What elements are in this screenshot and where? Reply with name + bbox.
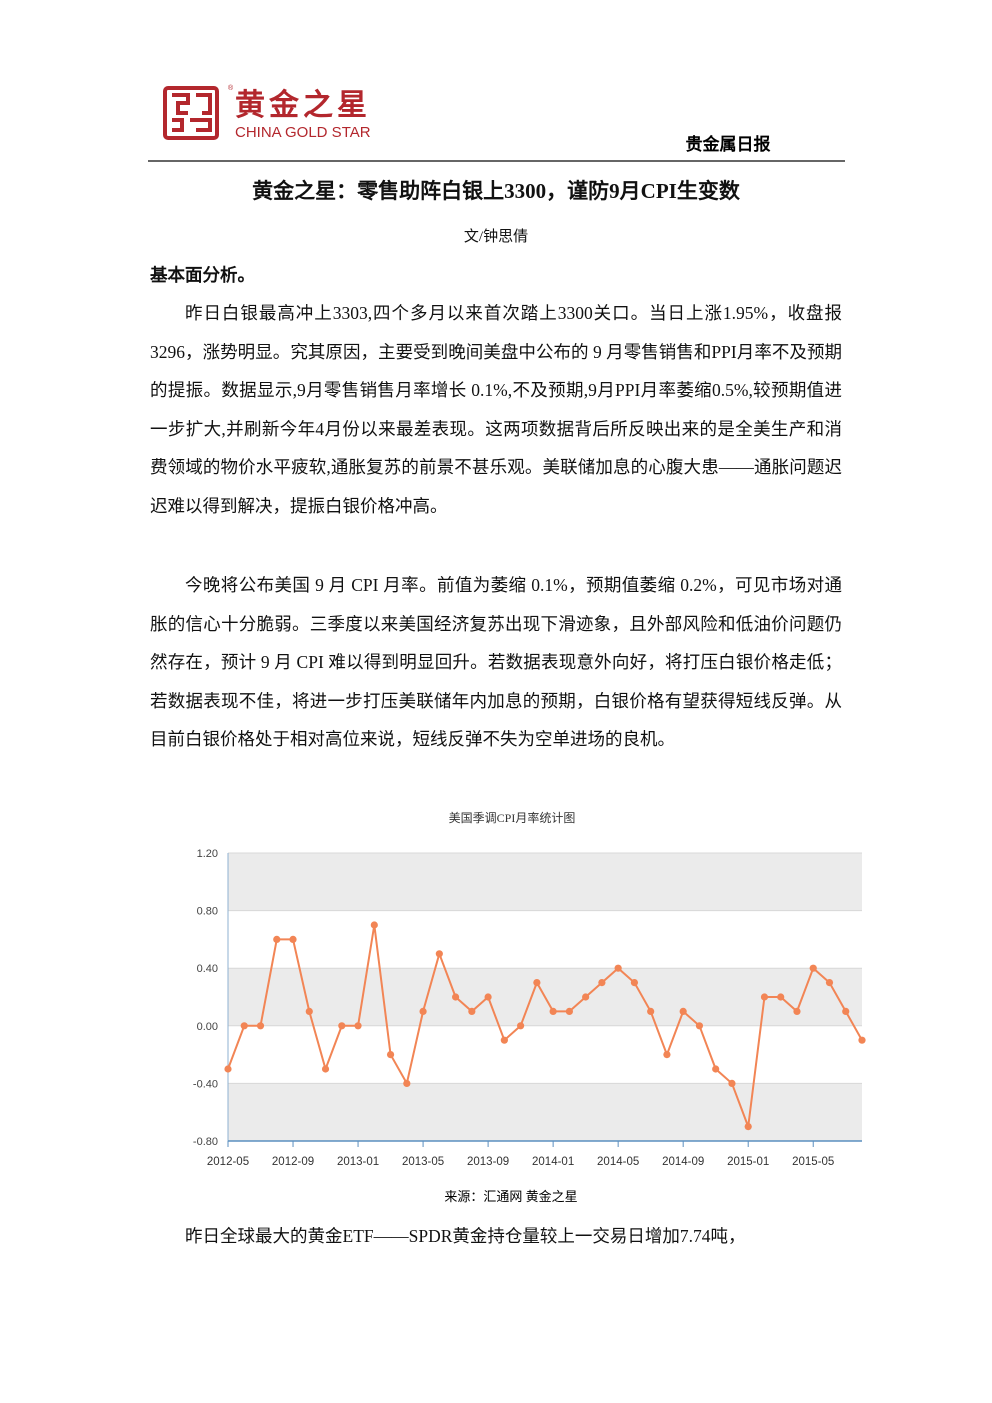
data-point	[533, 979, 541, 987]
data-point	[793, 1007, 801, 1016]
y-tick-label: -0.40	[193, 1078, 218, 1090]
x-tick-label: 2014-09	[662, 1156, 704, 1168]
data-point	[468, 1007, 476, 1016]
registered-mark: ®	[228, 84, 234, 92]
data-point	[825, 979, 834, 987]
data-line	[227, 924, 863, 1127]
author: 文/钟思倩	[463, 229, 529, 245]
data-point	[435, 950, 443, 958]
plot: -0.80 -0.40 0.00 0.40 0.80 1.20 2012-05 2012-09…	[193, 848, 866, 1168]
x-tick-label: 2014-05	[597, 1156, 639, 1168]
grid-band	[228, 1083, 862, 1141]
data-point	[712, 1065, 720, 1073]
data-point	[370, 921, 378, 929]
y-tick-label: 0.00	[197, 1021, 218, 1033]
paragraph: 昨日全球最大的黄金ETF——SPDR黄金持仓量较上一交易日增加7.74吨，	[185, 1226, 746, 1246]
data-point	[517, 1022, 525, 1030]
data-point	[614, 964, 622, 972]
data-point	[858, 1036, 866, 1044]
data-point	[224, 1065, 232, 1073]
brand-en: CHINA GOLD STAR	[235, 124, 371, 141]
data-point	[321, 1065, 330, 1073]
grid-band	[228, 853, 862, 911]
data-point	[500, 1036, 508, 1044]
report-type: 贵金属日报	[686, 134, 771, 154]
chart-title: 美国季调CPI月率统计图	[449, 810, 576, 825]
y-tick-label: 0.40	[197, 963, 218, 975]
data-point	[842, 1007, 850, 1016]
data-point	[419, 1007, 427, 1016]
brand-cn: 黄金之星	[235, 88, 371, 122]
data-point	[663, 1051, 671, 1059]
paragraph: 昨日白银最高冲上3303,四个多月以来首次踏上3300关口。当日上涨1.95%，…	[150, 303, 842, 516]
data-point	[256, 1022, 265, 1030]
data-point	[451, 993, 460, 1001]
data-point	[695, 1022, 704, 1030]
data-point	[240, 1022, 248, 1030]
paragraph: 今晚将公布美国 9 月 CPI 月率。前值为萎缩 0.1%，预期值萎缩 0.2%…	[150, 575, 842, 750]
data-point	[679, 1007, 687, 1016]
data-point	[582, 993, 590, 1001]
data-point	[338, 1022, 346, 1030]
logo	[163, 86, 219, 140]
x-tick-label: 2012-05	[207, 1156, 249, 1168]
x-tick-label: 2015-01	[727, 1156, 769, 1168]
data-point	[598, 979, 606, 987]
x-tick-label: 2012-09	[272, 1156, 314, 1168]
data-point	[484, 993, 492, 1001]
data-point	[354, 1022, 362, 1030]
data-point	[305, 1007, 313, 1016]
data-point	[760, 993, 769, 1001]
data-point	[403, 1079, 411, 1087]
article-title: 黄金之星：零售助阵白银上3300，谨防9月CPI生变数	[252, 179, 740, 203]
y-tick-label: 0.80	[197, 906, 218, 918]
y-tick-label: -0.80	[193, 1136, 218, 1148]
data-point	[728, 1079, 736, 1087]
data-point	[273, 935, 281, 944]
data-point	[777, 993, 785, 1001]
data-point	[386, 1051, 395, 1059]
x-tick-label: 2015-05	[792, 1156, 834, 1168]
chart-caption: 来源：汇通网 黄金之星	[444, 1189, 577, 1204]
data-point	[744, 1123, 752, 1131]
x-tick-label: 2013-09	[467, 1156, 509, 1168]
x-tick-label: 2014-01	[532, 1156, 574, 1168]
data-point	[809, 964, 817, 972]
data-point	[549, 1007, 557, 1016]
section-heading: 基本面分析。	[150, 265, 255, 285]
data-point	[289, 935, 297, 944]
data-point	[630, 979, 639, 987]
x-tick-label: 2013-01	[337, 1156, 379, 1168]
x-tick-label: 2013-05	[402, 1156, 444, 1168]
data-point	[647, 1007, 655, 1016]
data-point	[565, 1007, 573, 1016]
y-tick-label: 1.20	[197, 848, 218, 860]
